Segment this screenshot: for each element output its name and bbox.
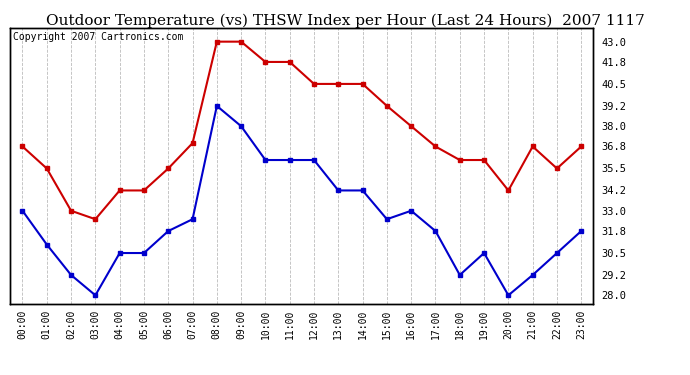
Text: Outdoor Temperature (vs) THSW Index per Hour (Last 24 Hours)  2007 1117: Outdoor Temperature (vs) THSW Index per … — [46, 13, 644, 27]
Text: Copyright 2007 Cartronics.com: Copyright 2007 Cartronics.com — [13, 32, 184, 42]
